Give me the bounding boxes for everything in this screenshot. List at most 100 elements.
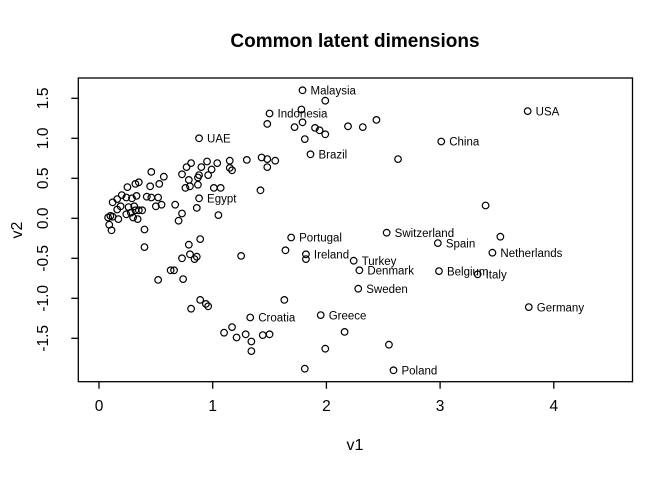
data-point	[108, 198, 117, 207]
data-point	[297, 105, 306, 114]
data-point	[113, 195, 122, 204]
data-point	[194, 173, 202, 182]
y-tick-label: 0.0	[35, 207, 52, 229]
point-label: Switzerland	[395, 228, 454, 240]
data-point	[242, 155, 251, 164]
point-label: Belgium	[447, 266, 489, 278]
point-label: Indonesia	[278, 109, 328, 121]
data-point	[187, 304, 195, 313]
data-point	[263, 119, 272, 128]
data-point	[134, 206, 143, 215]
data-point	[523, 107, 532, 115]
y-tick-label: -0.5	[35, 245, 52, 272]
x-tick-label: 1	[208, 398, 217, 415]
data-point	[247, 347, 256, 356]
data-point	[340, 328, 349, 336]
data-point	[182, 163, 191, 172]
data-point	[344, 122, 352, 131]
data-point	[186, 250, 194, 259]
data-point	[178, 209, 186, 218]
data-point	[181, 183, 190, 192]
data-point	[128, 194, 136, 203]
data-point	[174, 216, 183, 225]
data-point	[166, 266, 175, 275]
point-label: Sweden	[366, 284, 408, 296]
data-point	[437, 137, 446, 146]
y-tick-label: -1.5	[35, 325, 52, 352]
data-point	[190, 255, 199, 264]
data-point	[147, 167, 156, 176]
data-point	[298, 118, 307, 127]
data-point	[280, 296, 289, 304]
point-label: Italy	[486, 270, 507, 282]
data-point	[151, 202, 160, 211]
axis-ticks: 0 1 2 3 4 -1.5 -1.0 -0.5 0.0 0.5 1.0 1.5	[35, 88, 558, 415]
data-point	[225, 163, 234, 172]
data-point	[203, 157, 211, 166]
x-tick-label: 3	[436, 398, 445, 415]
data-point	[311, 123, 319, 132]
y-axis-label: v2	[9, 221, 26, 238]
point-label: Portugal	[299, 233, 342, 245]
data-point	[122, 193, 131, 202]
point-label: Poland	[401, 366, 437, 378]
data-point	[385, 340, 393, 349]
data-point	[132, 191, 141, 200]
data-point	[194, 180, 202, 189]
data-point	[302, 250, 310, 259]
data-point	[207, 165, 216, 174]
data-point	[263, 155, 272, 164]
data-point	[220, 328, 228, 337]
data-point	[138, 206, 147, 215]
data-point	[178, 170, 186, 179]
data-point	[184, 240, 193, 249]
data-point	[140, 243, 149, 252]
data-point	[204, 302, 213, 311]
x-tick-label: 4	[549, 398, 558, 415]
data-point	[187, 159, 195, 168]
data-point	[134, 178, 143, 187]
point-label: China	[449, 137, 480, 149]
data-point	[154, 276, 163, 284]
data-point	[488, 248, 497, 257]
data-point	[192, 203, 201, 212]
point-label: Denmark	[367, 266, 414, 278]
data-point	[435, 267, 443, 276]
data-point	[481, 201, 490, 210]
data-point	[355, 266, 364, 275]
data-point	[306, 150, 315, 159]
data-point	[241, 330, 250, 339]
data-point	[154, 193, 163, 202]
data-point	[265, 330, 274, 339]
data-point	[263, 163, 272, 172]
point-label: UAE	[207, 134, 231, 146]
data-point	[104, 213, 112, 222]
data-point	[179, 275, 188, 284]
point-label: Ireland	[314, 250, 349, 262]
data-point	[147, 193, 156, 202]
data-point	[228, 323, 236, 332]
data-point	[214, 211, 223, 220]
data-point	[382, 228, 391, 237]
data-point	[184, 175, 193, 184]
data-point	[114, 215, 123, 224]
point-label: Greece	[329, 310, 367, 322]
data-point	[107, 226, 116, 235]
data-point	[159, 172, 168, 181]
data-point	[192, 252, 201, 261]
x-tick-label: 2	[322, 398, 331, 415]
data-point	[133, 215, 142, 224]
y-tick-label: 0.5	[35, 168, 52, 190]
point-label: Turkey	[362, 256, 397, 268]
data-point	[186, 182, 194, 191]
point-label: Spain	[446, 238, 475, 250]
data-point	[225, 156, 234, 165]
data-point	[170, 266, 178, 275]
data-point	[247, 337, 256, 346]
data-point	[113, 205, 122, 214]
data-point	[315, 126, 324, 135]
data-point	[195, 194, 203, 203]
data-point	[302, 255, 310, 264]
data-point	[290, 123, 299, 131]
